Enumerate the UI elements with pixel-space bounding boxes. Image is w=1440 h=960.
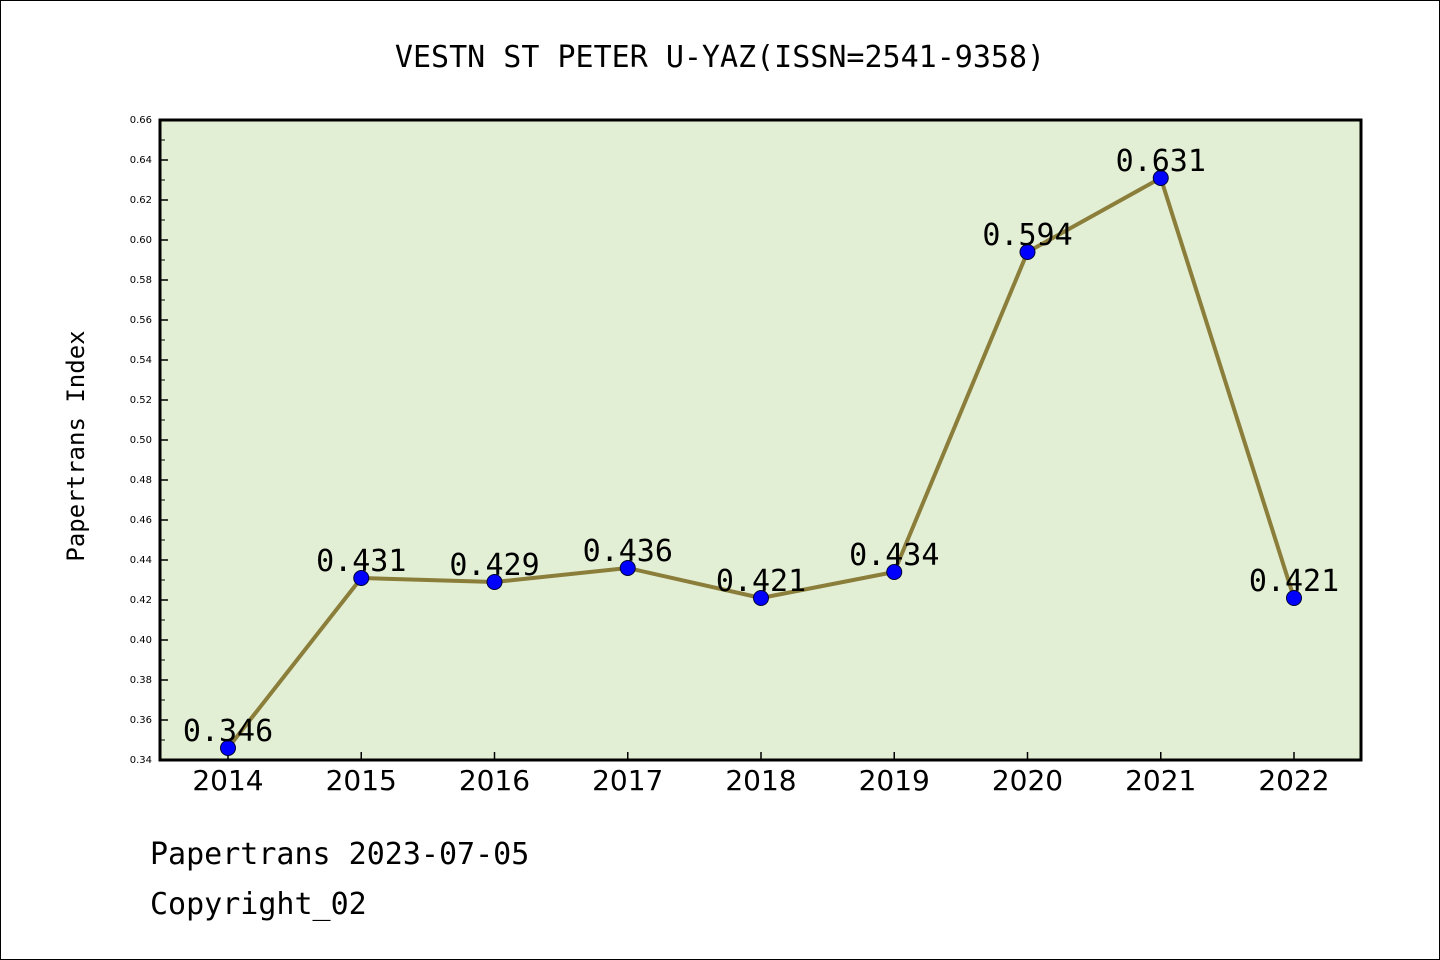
plot-area bbox=[158, 118, 1363, 762]
data-label: 0.434 bbox=[849, 538, 939, 573]
x-tick-label: 2014 bbox=[192, 764, 263, 797]
data-point bbox=[886, 564, 903, 580]
y-tick-label: 0.58 bbox=[130, 275, 152, 286]
footer-copyright: Copyright_02 bbox=[150, 887, 367, 922]
y-tick-label: 0.66 bbox=[130, 115, 152, 126]
x-tick-label: 2022 bbox=[1258, 764, 1329, 797]
y-tick-label: 0.50 bbox=[130, 435, 152, 446]
data-point bbox=[1152, 170, 1169, 186]
x-axis: 2014 2015 2016 2017 2018 2019 2020 2021 2022 bbox=[192, 752, 1330, 797]
data-point bbox=[753, 590, 769, 606]
data-label: 0.631 bbox=[1116, 144, 1206, 179]
data-label: 0.421 bbox=[1249, 564, 1339, 599]
data-labels: 0.346 0.431 0.429 0.436 0.421 0.434 0.594 0.631… bbox=[183, 144, 1339, 749]
y-tick-label: 0.34 bbox=[130, 755, 152, 766]
y-tick-label: 0.38 bbox=[130, 675, 152, 686]
y-axis-label: Papertrans Index bbox=[62, 330, 90, 561]
data-label: 0.436 bbox=[583, 534, 673, 569]
data-label: 0.594 bbox=[982, 218, 1072, 253]
y-tick-label: 0.52 bbox=[130, 395, 152, 406]
y-tick-label: 0.40 bbox=[130, 635, 152, 646]
chart-title: VESTN ST PETER U-YAZ(ISSN=2541-9358) bbox=[395, 40, 1045, 75]
data-label: 0.429 bbox=[449, 548, 539, 583]
data-point bbox=[220, 740, 236, 756]
y-tick-label: 0.60 bbox=[130, 235, 152, 246]
data-label: 0.346 bbox=[183, 714, 273, 749]
x-tick-label: 2018 bbox=[725, 764, 796, 797]
footer-date: Papertrans 2023-07-05 bbox=[150, 837, 529, 872]
x-tick-label: 2021 bbox=[1125, 764, 1196, 797]
y-tick-label: 0.56 bbox=[130, 315, 152, 326]
data-points bbox=[220, 170, 1302, 756]
data-point bbox=[1019, 244, 1036, 260]
data-point bbox=[486, 574, 503, 590]
y-tick-label: 0.54 bbox=[130, 355, 152, 366]
x-tick-label: 2016 bbox=[459, 764, 530, 797]
y-tick-label: 0.46 bbox=[130, 515, 152, 526]
data-point bbox=[1286, 590, 1302, 606]
x-tick-label: 2020 bbox=[992, 764, 1063, 797]
y-axis: 0.34 0.36 0.38 0.40 0.42 0.44 0.46 0.48 0.50 0.52… bbox=[130, 115, 168, 766]
data-label: 0.431 bbox=[316, 544, 406, 579]
data-label: 0.421 bbox=[716, 564, 806, 599]
x-tick-label: 2017 bbox=[592, 764, 663, 797]
y-tick-label: 0.62 bbox=[130, 195, 152, 206]
y-tick-label: 0.42 bbox=[130, 595, 152, 606]
data-point bbox=[353, 570, 370, 586]
y-tick-label: 0.64 bbox=[130, 155, 152, 166]
data-point bbox=[619, 560, 636, 576]
x-tick-label: 2019 bbox=[859, 764, 930, 797]
y-tick-label: 0.48 bbox=[130, 475, 152, 486]
x-tick-label: 2015 bbox=[326, 764, 397, 797]
y-tick-label: 0.44 bbox=[130, 555, 152, 566]
y-tick-label: 0.36 bbox=[130, 715, 152, 726]
